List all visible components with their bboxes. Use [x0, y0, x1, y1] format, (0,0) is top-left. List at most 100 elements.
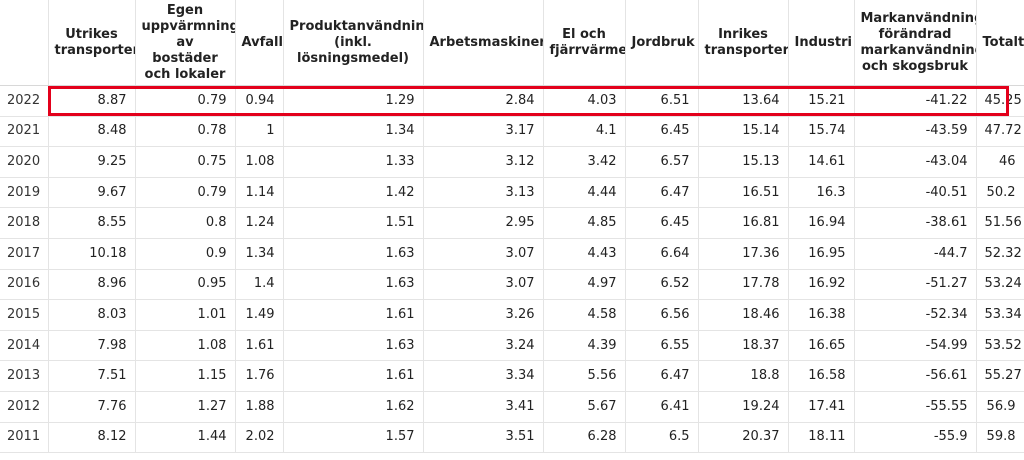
column-header-jordbruk[interactable]: Jordbruk: [625, 0, 699, 86]
table-row-2017: 2017 10.18 0.9 1.34 1.63 3.07 4.43 6.64 17.36 16.…: [0, 238, 1024, 270]
value-cell: 3.17: [423, 116, 544, 148]
value-cell: 1.24: [235, 207, 284, 239]
column-header-markanvandning[interactable]: Markanvändning förändrad markanvändning …: [854, 0, 977, 86]
value-cell: 3.07: [423, 269, 544, 301]
value-cell: 1.08: [135, 330, 236, 362]
value-cell: 6.57: [625, 146, 699, 178]
value-cell: 6.56: [625, 299, 699, 331]
value-cell: 8.48: [48, 116, 136, 148]
year-cell: 2018: [0, 207, 49, 239]
value-cell: 50.2: [976, 177, 1024, 209]
value-cell: -40.51: [854, 177, 977, 209]
table-row-2019: 2019 9.67 0.79 1.14 1.42 3.13 4.44 6.47 16.51 16.…: [0, 177, 1024, 209]
value-cell: -43.59: [854, 116, 977, 148]
column-header-inrikes-transporter[interactable]: Inrikes transporter: [698, 0, 789, 86]
value-cell: -52.34: [854, 299, 977, 331]
value-cell: 16.81: [698, 207, 789, 239]
value-cell: 6.51: [625, 85, 699, 117]
year-cell: 2014: [0, 330, 49, 362]
value-cell: 15.13: [698, 146, 789, 178]
column-header-utrikes-transporter[interactable]: Utrikes transporter: [48, 0, 136, 86]
value-cell: 1.44: [135, 422, 236, 454]
value-cell: 6.5: [625, 422, 699, 454]
table-row-2020: 2020 9.25 0.75 1.08 1.33 3.12 3.42 6.57 15.13 14.…: [0, 146, 1024, 178]
value-cell: 7.76: [48, 391, 136, 423]
table-row-2012: 2012 7.76 1.27 1.88 1.62 3.41 5.67 6.41 19.24 17.…: [0, 391, 1024, 423]
column-header-arbetsmaskiner[interactable]: Arbetsmaskiner: [423, 0, 544, 86]
value-cell: -43.04: [854, 146, 977, 178]
value-cell: 45.25: [976, 85, 1024, 117]
year-cell: 2013: [0, 360, 49, 392]
value-cell: 56.9: [976, 391, 1024, 423]
value-cell: 10.18: [48, 238, 136, 270]
value-cell: 18.46: [698, 299, 789, 331]
value-cell: 5.56: [543, 360, 626, 392]
value-cell: 1: [235, 116, 284, 148]
year-cell: 2021: [0, 116, 49, 148]
value-cell: 0.75: [135, 146, 236, 178]
value-cell: 16.38: [788, 299, 855, 331]
value-cell: 6.41: [625, 391, 699, 423]
value-cell: -55.9: [854, 422, 977, 454]
value-cell: -41.22: [854, 85, 977, 117]
value-cell: 6.55: [625, 330, 699, 362]
value-cell: 1.61: [283, 360, 424, 392]
value-cell: 53.24: [976, 269, 1024, 301]
value-cell: 59.8: [976, 422, 1024, 454]
value-cell: 16.94: [788, 207, 855, 239]
value-cell: 4.03: [543, 85, 626, 117]
column-header-el-och-fjarrvarme[interactable]: El och fjärrvärme: [543, 0, 626, 86]
value-cell: 8.96: [48, 269, 136, 301]
value-cell: 18.8: [698, 360, 789, 392]
year-cell: 2020: [0, 146, 49, 178]
value-cell: 6.47: [625, 177, 699, 209]
value-cell: 53.52: [976, 330, 1024, 362]
value-cell: 20.37: [698, 422, 789, 454]
value-cell: 4.1: [543, 116, 626, 148]
column-header-totalt[interactable]: Totalt: [976, 0, 1024, 86]
value-cell: 6.47: [625, 360, 699, 392]
value-cell: 3.41: [423, 391, 544, 423]
value-cell: 17.36: [698, 238, 789, 270]
value-cell: 16.51: [698, 177, 789, 209]
year-cell: 2011: [0, 422, 49, 454]
value-cell: 2.02: [235, 422, 284, 454]
value-cell: 46: [976, 146, 1024, 178]
value-cell: 55.27: [976, 360, 1024, 392]
value-cell: 4.44: [543, 177, 626, 209]
value-cell: 1.61: [235, 330, 284, 362]
column-header-avfall[interactable]: Avfall: [235, 0, 284, 86]
year-cell: 2016: [0, 269, 49, 301]
value-cell: 8.03: [48, 299, 136, 331]
value-cell: 16.95: [788, 238, 855, 270]
value-cell: 17.41: [788, 391, 855, 423]
value-cell: 4.39: [543, 330, 626, 362]
value-cell: -55.55: [854, 391, 977, 423]
value-cell: 6.45: [625, 116, 699, 148]
value-cell: 9.67: [48, 177, 136, 209]
table-header-row: Utrikes transporter Egen uppvärmning av …: [0, 0, 1024, 86]
value-cell: 1.4: [235, 269, 284, 301]
value-cell: 3.24: [423, 330, 544, 362]
table-row-2021: 2021 8.48 0.78 1 1.34 3.17 4.1 6.45 15.14 15.74 -4…: [0, 116, 1024, 148]
value-cell: 18.37: [698, 330, 789, 362]
value-cell: 3.51: [423, 422, 544, 454]
value-cell: 4.43: [543, 238, 626, 270]
column-header-industri[interactable]: Industri: [788, 0, 855, 86]
value-cell: 16.65: [788, 330, 855, 362]
value-cell: -38.61: [854, 207, 977, 239]
value-cell: 1.57: [283, 422, 424, 454]
value-cell: 51.56: [976, 207, 1024, 239]
year-cell: 2019: [0, 177, 49, 209]
value-cell: 15.14: [698, 116, 789, 148]
value-cell: 3.12: [423, 146, 544, 178]
value-cell: 3.42: [543, 146, 626, 178]
value-cell: 0.79: [135, 85, 236, 117]
column-header-year[interactable]: [0, 0, 49, 86]
column-header-egen-uppvarmning[interactable]: Egen uppvärmning av bostäder och lokaler: [135, 0, 236, 86]
value-cell: 0.94: [235, 85, 284, 117]
column-header-produktanvandning[interactable]: Produktanvändning (inkl. lösningsmedel): [283, 0, 424, 86]
value-cell: 1.34: [283, 116, 424, 148]
